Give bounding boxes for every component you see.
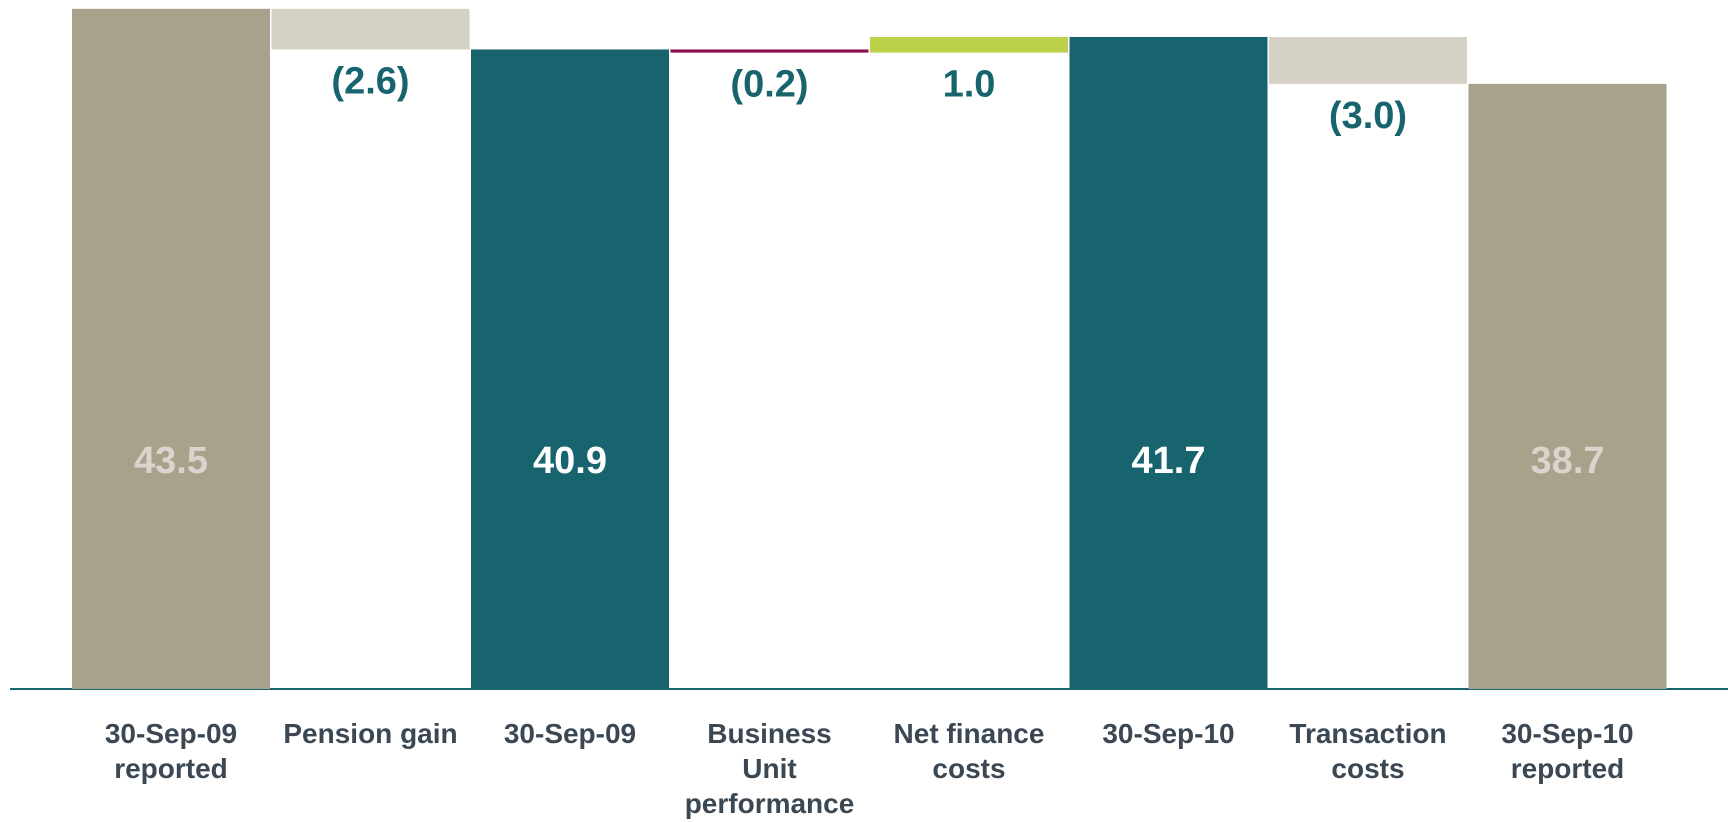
category-label: Pension gain (283, 718, 458, 749)
category-label: 30-Sep-09 reported (104, 718, 238, 784)
category-label: Transaction costs (1289, 718, 1447, 784)
value-label: 43.5 (134, 440, 208, 482)
category-label: Business Unit performance (684, 718, 855, 819)
bar (1269, 36, 1467, 84)
value-label: (2.6) (331, 61, 409, 103)
bar (72, 8, 270, 690)
value-label: 1.0 (943, 64, 996, 106)
category-label: 30-Sep-10 reported (1501, 718, 1634, 784)
category-label: Net finance costs (893, 718, 1045, 784)
bar (271, 8, 470, 50)
category-label: 30-Sep-10 (1102, 718, 1235, 749)
category-label: 30-Sep-09 (503, 718, 637, 749)
value-label: (3.0) (1329, 95, 1407, 137)
bar (670, 49, 869, 53)
value-label: (0.2) (730, 64, 808, 106)
value-label: 38.7 (1531, 440, 1605, 482)
value-label: 40.9 (533, 440, 607, 482)
value-label: 41.7 (1132, 440, 1206, 482)
bar (471, 49, 669, 690)
bar (1468, 83, 1667, 689)
bar (870, 36, 1068, 53)
bar (1069, 36, 1268, 690)
